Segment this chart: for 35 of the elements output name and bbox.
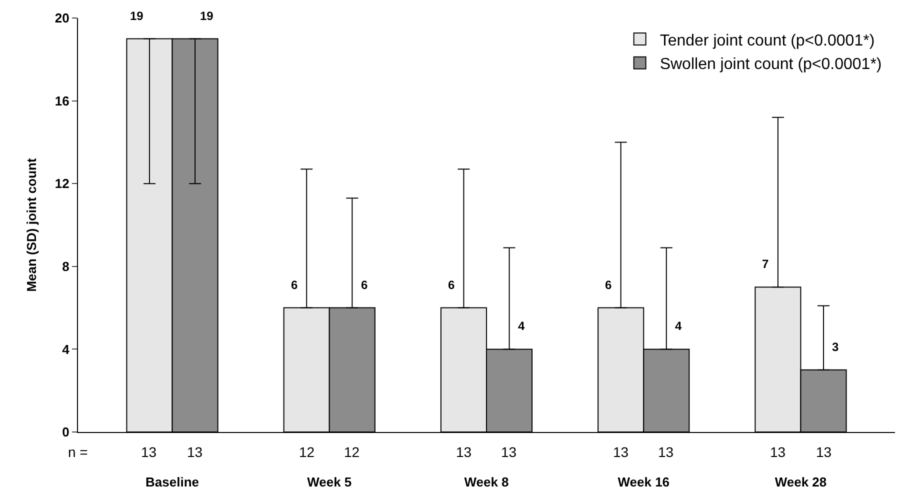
- text: 13: [501, 444, 517, 460]
- text: 13: [613, 444, 629, 460]
- legend-label: Swollen joint count (p<0.0001*): [660, 56, 882, 74]
- y-tick-label: 16: [54, 93, 70, 108]
- text: n =: [68, 444, 88, 460]
- y-tick-label: 4: [62, 342, 70, 357]
- data-label: 7: [762, 257, 769, 271]
- data-label: 4: [675, 319, 682, 333]
- y-tick-label: 20: [54, 10, 70, 26]
- y-tick-label: 8: [62, 258, 70, 274]
- text: 13: [141, 444, 157, 460]
- text: 13: [658, 444, 674, 460]
- text: 12: [299, 444, 315, 460]
- data-label: 6: [448, 278, 455, 292]
- data-label: 19: [130, 9, 144, 23]
- x-tick-label: Week 16: [618, 474, 670, 490]
- legend-label: Tender joint count (p<0.0001*): [660, 32, 875, 50]
- data-label: 3: [832, 340, 839, 354]
- text: 12: [344, 444, 360, 460]
- x-tick-label: Week 28: [774, 474, 827, 490]
- data-label: 6: [361, 278, 368, 292]
- text: 13: [456, 444, 472, 460]
- x-tick-label: Week 8: [464, 474, 509, 490]
- y-tick-label: 12: [54, 176, 70, 192]
- text: 13: [187, 444, 203, 460]
- data-label: 6: [291, 278, 298, 292]
- text: 13: [770, 444, 786, 460]
- data-label: 6: [605, 278, 612, 292]
- data-label: 4: [518, 319, 525, 333]
- y-tick-label: 0: [62, 424, 70, 440]
- y-axis-title: Mean (SD) joint count: [24, 158, 39, 292]
- text: 13: [816, 444, 832, 460]
- x-tick-label: Week 5: [307, 474, 352, 490]
- x-tick-label: Baseline: [146, 474, 200, 490]
- data-label: 19: [200, 9, 214, 23]
